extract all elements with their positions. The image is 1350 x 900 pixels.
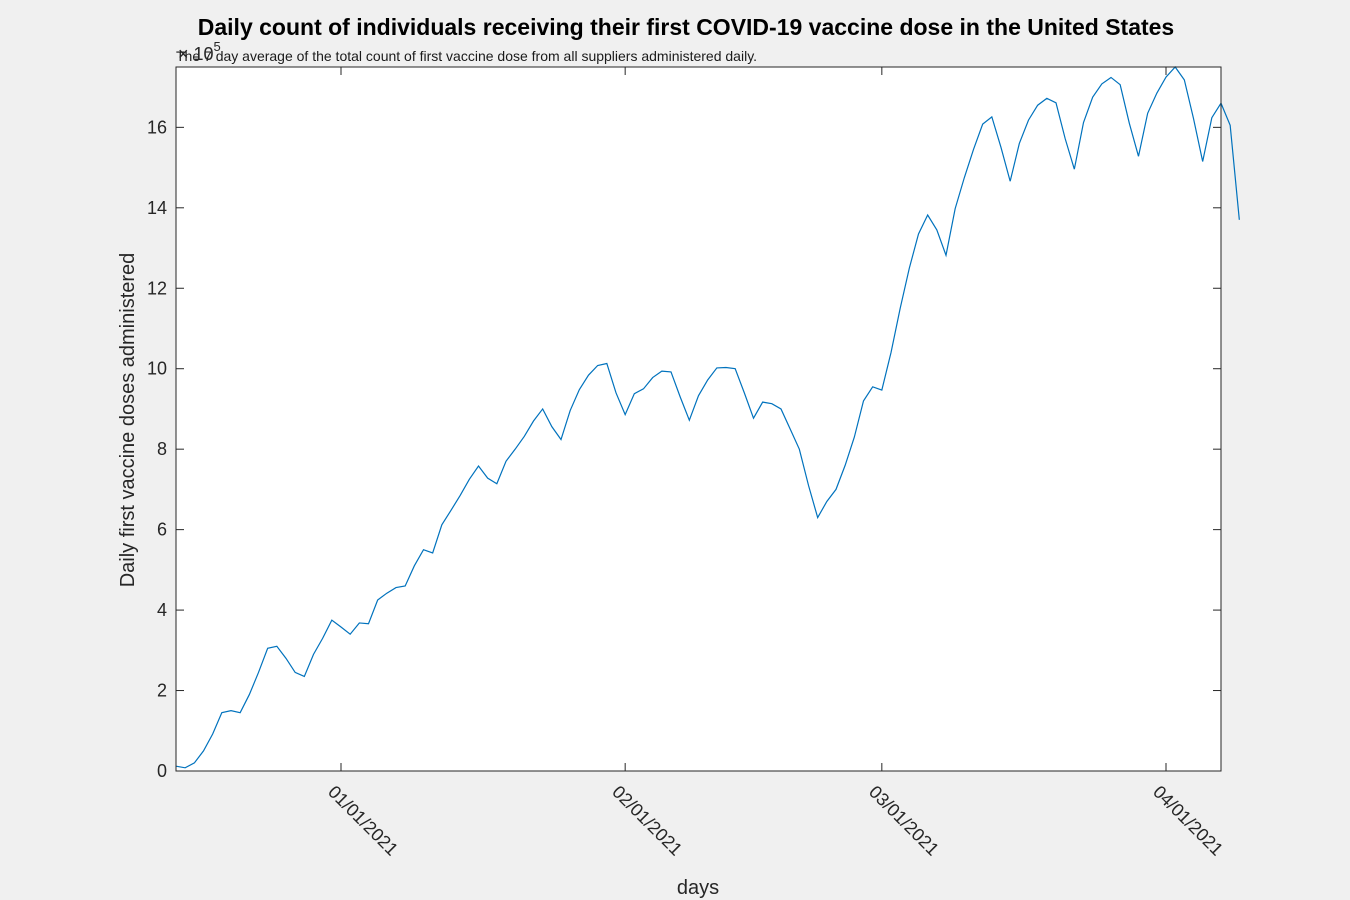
y-axis-label: Daily first vaccine doses administered bbox=[117, 253, 139, 588]
plot-area bbox=[176, 67, 1221, 771]
y-tick-label: 4 bbox=[157, 600, 167, 620]
x-tick-label: 02/01/2021 bbox=[608, 782, 686, 860]
y-tick-label: 10 bbox=[147, 359, 167, 379]
y-exponent-label: × 105 bbox=[178, 39, 221, 64]
y-tick-label: 16 bbox=[147, 117, 167, 137]
y-tick-label: 6 bbox=[157, 520, 167, 540]
x-tick-label: 04/01/2021 bbox=[1149, 782, 1227, 860]
x-axis-label: days bbox=[677, 877, 719, 899]
chart-title: Daily count of individuals receiving the… bbox=[198, 14, 1174, 40]
series-line bbox=[175, 66, 1240, 769]
chart-subtitle: The 7 day average of the total count of … bbox=[176, 48, 757, 64]
x-tick-label: 01/01/2021 bbox=[324, 782, 402, 860]
y-tick-label: 2 bbox=[157, 681, 167, 701]
y-tick-label: 12 bbox=[147, 278, 167, 298]
plot-frame bbox=[175, 66, 1222, 772]
y-tick-label: 0 bbox=[157, 761, 167, 781]
y-tick-label: 14 bbox=[147, 198, 167, 218]
y-tick-label: 8 bbox=[157, 439, 167, 459]
x-tick-label: 03/01/2021 bbox=[865, 782, 943, 860]
